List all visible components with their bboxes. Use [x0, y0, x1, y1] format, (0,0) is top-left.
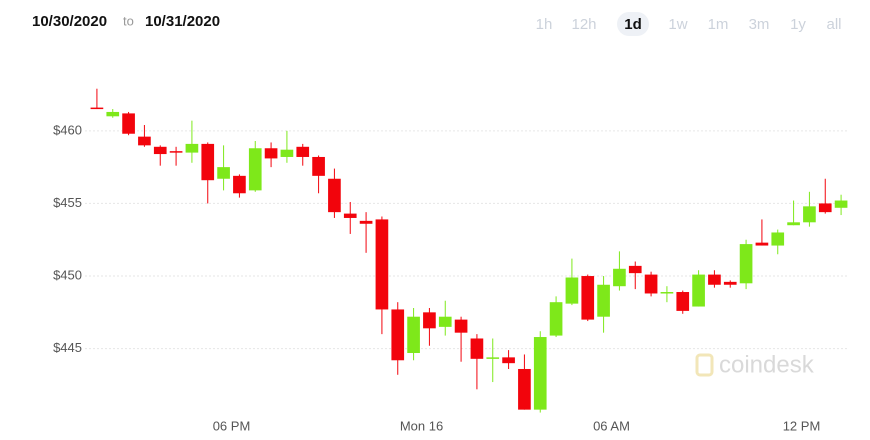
candle-body — [201, 143, 215, 181]
candle-body — [90, 107, 104, 110]
x-tick-label: 12 PM — [783, 418, 821, 433]
candle-body — [597, 284, 610, 317]
candle-body — [375, 219, 389, 310]
candle-body — [581, 276, 595, 320]
candle-body — [533, 337, 547, 410]
candle-body — [518, 368, 531, 410]
candle-body — [771, 232, 785, 246]
candle-body — [328, 178, 341, 213]
candle-body — [708, 274, 721, 285]
candle-body — [280, 149, 294, 157]
range-button[interactable]: all — [826, 16, 841, 33]
candle-body — [296, 146, 310, 157]
candle-body — [185, 143, 199, 153]
range-button[interactable]: 3m — [749, 16, 770, 33]
range-selected-bg — [617, 12, 649, 36]
candle-body — [438, 316, 452, 327]
candle-body — [502, 357, 515, 364]
candle-body — [423, 312, 436, 329]
watermark-icon — [695, 353, 714, 377]
range-button[interactable]: 1m — [708, 16, 729, 33]
range-button[interactable]: 1d — [624, 16, 642, 33]
candle-body — [676, 292, 690, 311]
candle-body — [217, 167, 230, 179]
candle-body — [660, 292, 674, 294]
candle-body — [359, 220, 373, 224]
candle-body — [628, 265, 642, 274]
date-separator: to — [123, 13, 134, 28]
candle-body — [692, 274, 705, 307]
candle-body — [153, 146, 167, 155]
range-button[interactable]: 1y — [790, 16, 806, 33]
date-from: 10/30/2020 — [32, 13, 107, 30]
candle-body — [613, 268, 626, 287]
candle-body — [723, 281, 737, 285]
range-button[interactable]: 1h — [536, 16, 553, 33]
candle-body — [138, 136, 151, 146]
candle-body — [549, 302, 563, 336]
candle-body — [565, 277, 579, 304]
candle-body — [233, 175, 246, 194]
candle-body — [803, 206, 816, 223]
y-tick-label: $450 — [53, 267, 82, 282]
range-button[interactable]: 12h — [571, 16, 596, 33]
candle-body — [818, 203, 832, 213]
candle-body — [169, 151, 183, 153]
candle-body — [739, 244, 753, 284]
candle-body — [106, 111, 120, 117]
candle-body — [391, 309, 405, 361]
candle-body — [312, 156, 325, 176]
x-tick-label: 06 AM — [593, 418, 630, 433]
candle-body — [122, 113, 135, 134]
candle-body — [407, 316, 420, 354]
y-tick-label: $455 — [53, 195, 82, 210]
watermark-text: coindesk — [719, 351, 815, 378]
candle-body — [644, 274, 658, 294]
candle-body — [264, 148, 278, 159]
x-tick-label: 06 PM — [213, 418, 251, 433]
y-tick-label: $460 — [53, 122, 82, 137]
candle-body — [343, 213, 357, 218]
candle-body — [787, 222, 800, 226]
x-tick-label: Mon 16 — [400, 418, 443, 433]
range-button[interactable]: 1w — [668, 16, 687, 33]
candle-body — [248, 148, 262, 191]
candle-body — [470, 338, 484, 359]
candle-body — [454, 319, 468, 333]
candle-body — [755, 242, 769, 246]
watermark: coindesk — [695, 351, 815, 378]
candle-body — [834, 200, 848, 208]
date-to: 10/31/2020 — [145, 13, 220, 30]
y-tick-label: $445 — [53, 340, 82, 355]
candle-body — [486, 357, 500, 359]
